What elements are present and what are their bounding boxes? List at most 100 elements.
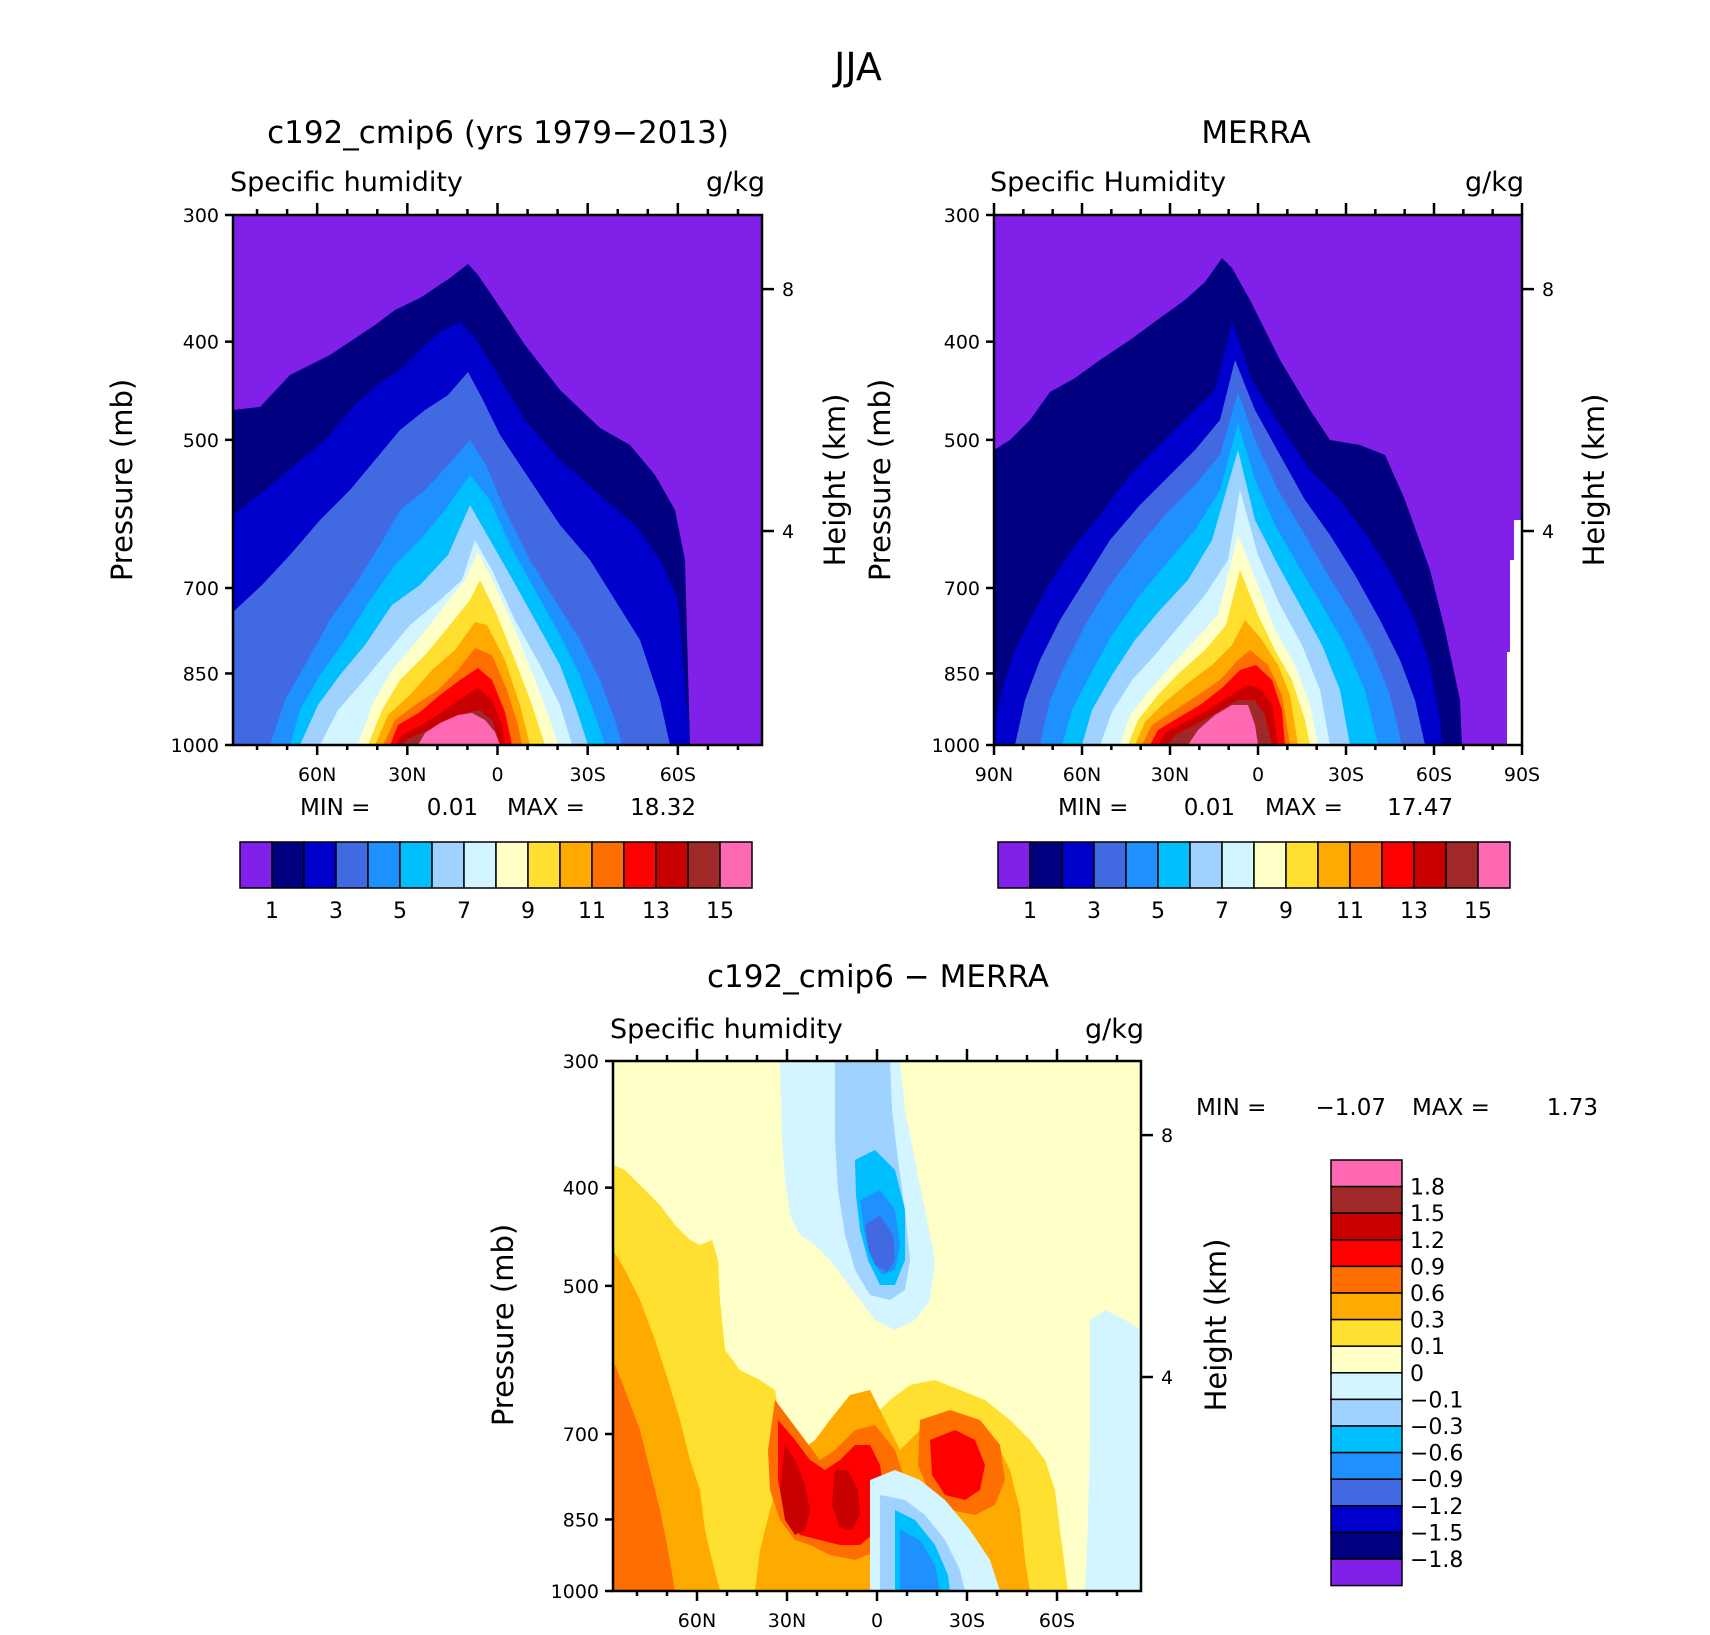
colorbar-label: 11 (1336, 899, 1364, 924)
colorbar-swatch (1125, 841, 1159, 889)
colorbar-label: 15 (706, 899, 734, 924)
colorbar-label: 13 (642, 899, 670, 924)
lat-tick-label: 0 (871, 1610, 883, 1632)
colorbar-swatch (1330, 1318, 1403, 1347)
lat-tick-label: 60N (298, 764, 336, 786)
pressure-tick-label: 850 (563, 1509, 599, 1531)
colorbar-label: 3 (1087, 899, 1101, 924)
colorbar-swatch (1330, 1239, 1403, 1268)
colorbar-swatch (1221, 841, 1255, 889)
colorbar-swatch (655, 841, 689, 889)
max-value: 18.32 (630, 795, 696, 821)
pressure-tick-label: 400 (563, 1178, 599, 1200)
colorbar-swatch (1330, 1425, 1403, 1454)
max-label: MAX = (507, 795, 585, 821)
colorbar-swatch (1413, 841, 1447, 889)
colorbar-label: 0.3 (1410, 1309, 1445, 1334)
colorbar-label: 1 (265, 899, 279, 924)
pressure-tick-label: 400 (944, 332, 980, 354)
contour-band-15 (1188, 705, 1258, 745)
colorbar-swatch (335, 841, 369, 889)
lat-tick-label: 30N (768, 1610, 806, 1632)
colorbar-swatch (527, 841, 561, 889)
colorbar-label: 15 (1464, 899, 1492, 924)
colorbar-label: 7 (457, 899, 471, 924)
colorbar-swatch (367, 841, 401, 889)
colorbar: 1 3 5 7 9 11 13 15 (997, 841, 1511, 924)
max-value: 1.73 (1547, 1095, 1598, 1121)
colorbar-label: −0.1 (1410, 1388, 1463, 1413)
pressure-tick-label: 850 (944, 663, 980, 685)
colorbar-swatch (1349, 841, 1383, 889)
lat-tick-label: 60S (660, 764, 696, 786)
colorbar-label: 1.8 (1410, 1176, 1445, 1201)
pressure-tick-label: 400 (183, 332, 219, 354)
lat-tick-label: 30S (949, 1610, 985, 1632)
colorbar-label: 5 (1151, 899, 1165, 924)
units-label: g/kg (706, 167, 765, 198)
colorbar-label: 1.2 (1410, 1229, 1445, 1254)
lat-tick-label: 90N (975, 764, 1013, 786)
colorbar-swatch (719, 841, 753, 889)
height-tick-label: 4 (782, 521, 794, 543)
colorbar-label: 13 (1400, 899, 1428, 924)
panel-reanalysis: MERRA Specific Humidity g/kg 300 400 500 7 (863, 115, 1611, 924)
contour-band-moist-12 (780, 1445, 810, 1535)
pressure-tick-label: 500 (183, 430, 219, 452)
lat-tick-label: 30S (1328, 764, 1364, 786)
lat-tick-label: 0 (491, 764, 503, 786)
contour-field (994, 215, 1522, 745)
colorbar-swatch (463, 841, 497, 889)
colorbar-swatch (623, 841, 657, 889)
min-label: MIN = (1196, 1095, 1266, 1121)
colorbar-swatch (1330, 1212, 1403, 1241)
pressure-tick-label: 700 (563, 1424, 599, 1446)
colorbar-swatch (1330, 1372, 1403, 1401)
colorbar-swatch (1445, 841, 1479, 889)
colorbar-label: 5 (393, 899, 407, 924)
axis-ticks: 300 400 500 700 850 1000 8 4 90N 60N 30N 0 30S 60S 90S (932, 203, 1554, 786)
pressure-tick-label: 700 (183, 578, 219, 600)
colorbar-swatch (1189, 841, 1223, 889)
contour-band-15 (418, 713, 500, 745)
colorbar-label: −0.9 (1410, 1468, 1463, 1493)
colorbar-swatch (1253, 841, 1287, 889)
pressure-tick-label: 300 (563, 1051, 599, 1073)
colorbar-swatch (1330, 1451, 1403, 1480)
panel-title: c192_cmip6 (yrs 1979−2013) (267, 115, 729, 151)
colorbar-swatch (1029, 841, 1063, 889)
colorbar: 1.81.51.20.90.60.30.10−0.1−0.3−0.6−0.9−1… (1330, 1159, 1463, 1587)
colorbar-label: 9 (521, 899, 535, 924)
colorbar-swatch (495, 841, 529, 889)
figure-title: JJA (832, 45, 882, 89)
colorbar-swatch (1330, 1478, 1403, 1507)
colorbar-label: 11 (578, 899, 606, 924)
height-tick-label: 8 (782, 279, 794, 301)
colorbar-label: −1.5 (1410, 1521, 1463, 1546)
pressure-tick-label: 1000 (932, 735, 980, 757)
pressure-axis-label: Pressure (mb) (863, 379, 897, 581)
lat-tick-label: 0 (1252, 764, 1264, 786)
colorbar-label: 0.6 (1410, 1282, 1445, 1307)
contour-band-dry-01c (1085, 1310, 1141, 1591)
colorbar-label: 1 (1023, 899, 1037, 924)
colorbar-swatch (1381, 841, 1415, 889)
contour-field (233, 215, 762, 745)
pressure-tick-label: 1000 (551, 1581, 599, 1603)
lat-tick-label: 60N (1063, 764, 1101, 786)
pressure-tick-label: 1000 (171, 735, 219, 757)
colorbar-swatch (303, 841, 337, 889)
colorbar-label: −1.8 (1410, 1548, 1463, 1573)
colorbar-label: 1.5 (1410, 1202, 1445, 1227)
pressure-tick-label: 300 (944, 205, 980, 227)
colorbar-swatch (1330, 1292, 1403, 1321)
pressure-axis-label: Pressure (mb) (105, 379, 139, 581)
panel-title: MERRA (1201, 115, 1310, 151)
colorbar-swatch (1330, 1398, 1403, 1427)
panel-difference: c192_cmip6 − MERRA Specific humidity g/k… (486, 959, 1598, 1632)
max-label: MAX = (1412, 1095, 1490, 1121)
contour-band-moist-06 (613, 1360, 675, 1591)
colorbar-swatch (1157, 841, 1191, 889)
pressure-tick-label: 500 (563, 1276, 599, 1298)
